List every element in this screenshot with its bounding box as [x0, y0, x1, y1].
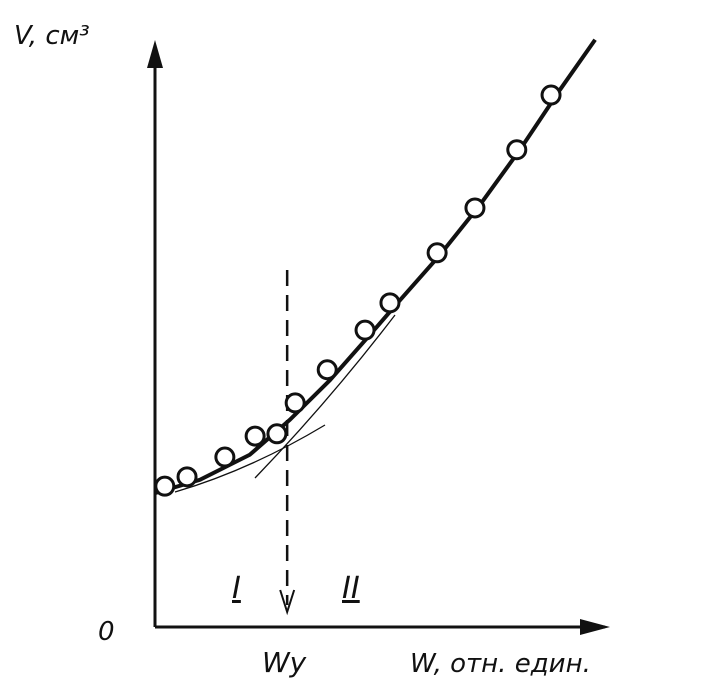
data-point — [284, 392, 306, 414]
y-axis-arrow — [147, 40, 163, 68]
x-axis-arrow — [580, 619, 610, 635]
data-point — [176, 466, 198, 488]
region-label: II — [342, 571, 360, 606]
data-point — [379, 292, 401, 314]
marker-arrow — [279, 589, 296, 616]
data-point — [354, 319, 376, 341]
data-point — [426, 242, 448, 264]
origin-label: 0 — [98, 617, 115, 647]
curve — [154, 38, 597, 496]
tangent-line — [174, 424, 326, 493]
x-axis-label: W, отн. един. — [410, 649, 591, 679]
data-point — [244, 425, 266, 447]
data-point — [266, 423, 288, 445]
data-point — [214, 446, 236, 468]
marker-line-label: Wy — [262, 646, 307, 679]
tangent-line — [254, 314, 396, 479]
data-point — [506, 139, 528, 161]
data-point — [540, 84, 562, 106]
data-point — [316, 359, 338, 381]
region-label: I — [232, 571, 241, 606]
y-axis-label: V, см³ — [14, 21, 90, 51]
data-point — [464, 197, 486, 219]
data-point — [154, 475, 176, 497]
